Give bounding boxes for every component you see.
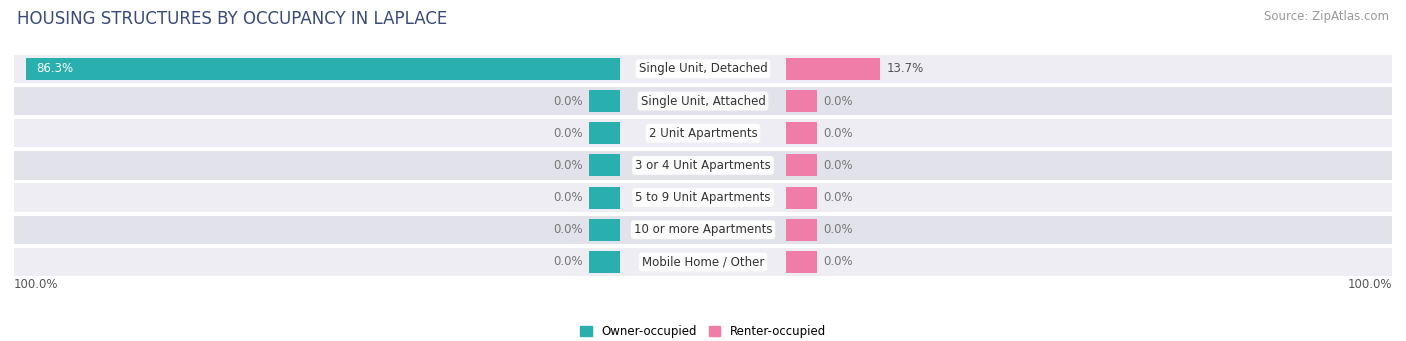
Bar [589, 90, 620, 112]
Bar [786, 251, 817, 273]
Bar [589, 154, 620, 176]
Text: 0.0%: 0.0% [824, 255, 853, 268]
Text: Source: ZipAtlas.com: Source: ZipAtlas.com [1264, 10, 1389, 23]
Bar [786, 154, 817, 176]
Text: 0.0%: 0.0% [553, 127, 582, 140]
Bar [786, 122, 817, 144]
Text: 0.0%: 0.0% [824, 127, 853, 140]
Text: 2 Unit Apartments: 2 Unit Apartments [648, 127, 758, 140]
Bar [14, 248, 1392, 276]
Text: 13.7%: 13.7% [887, 62, 924, 75]
Text: 100.0%: 100.0% [1347, 278, 1392, 291]
Text: 0.0%: 0.0% [553, 191, 582, 204]
Text: 5 to 9 Unit Apartments: 5 to 9 Unit Apartments [636, 191, 770, 204]
Text: 0.0%: 0.0% [824, 159, 853, 172]
Bar [589, 219, 620, 241]
Bar [786, 90, 817, 112]
Bar [589, 122, 620, 144]
Text: 10 or more Apartments: 10 or more Apartments [634, 223, 772, 236]
Bar [14, 183, 1392, 212]
Text: Single Unit, Attached: Single Unit, Attached [641, 94, 765, 107]
Bar [589, 251, 620, 273]
Bar [786, 58, 880, 80]
Bar [14, 151, 1392, 180]
Text: 0.0%: 0.0% [553, 94, 582, 107]
Text: HOUSING STRUCTURES BY OCCUPANCY IN LAPLACE: HOUSING STRUCTURES BY OCCUPANCY IN LAPLA… [17, 10, 447, 28]
Text: 0.0%: 0.0% [553, 255, 582, 268]
Bar [589, 187, 620, 208]
Bar [14, 216, 1392, 244]
Text: 86.3%: 86.3% [37, 62, 73, 75]
Text: Single Unit, Detached: Single Unit, Detached [638, 62, 768, 75]
Bar [786, 219, 817, 241]
Text: 3 or 4 Unit Apartments: 3 or 4 Unit Apartments [636, 159, 770, 172]
Text: 0.0%: 0.0% [824, 223, 853, 236]
Text: 0.0%: 0.0% [824, 94, 853, 107]
Text: 0.0%: 0.0% [553, 159, 582, 172]
Bar [786, 187, 817, 208]
Text: 0.0%: 0.0% [824, 191, 853, 204]
Text: 100.0%: 100.0% [14, 278, 59, 291]
Text: 0.0%: 0.0% [553, 223, 582, 236]
Legend: Owner-occupied, Renter-occupied: Owner-occupied, Renter-occupied [579, 325, 827, 338]
Text: Mobile Home / Other: Mobile Home / Other [641, 255, 765, 268]
Bar [14, 87, 1392, 115]
Bar [25, 58, 620, 80]
Bar [14, 119, 1392, 147]
Bar [14, 55, 1392, 83]
